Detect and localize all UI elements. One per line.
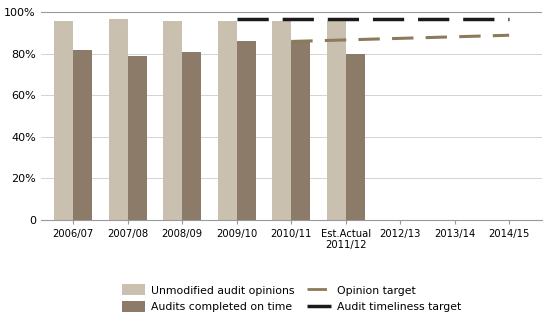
Bar [218,21,237,220]
Bar [327,21,346,220]
Bar [346,54,365,220]
Bar [182,52,201,220]
Legend: Unmodified audit opinions, Audits completed on time, Opinion target, Audit timel: Unmodified audit opinions, Audits comple… [118,281,464,316]
Bar [237,41,256,220]
Bar [109,19,128,220]
Bar [54,21,73,220]
Bar [163,21,182,220]
Bar [73,50,92,220]
Bar [128,56,147,220]
Bar [291,41,310,220]
Bar [272,21,291,220]
